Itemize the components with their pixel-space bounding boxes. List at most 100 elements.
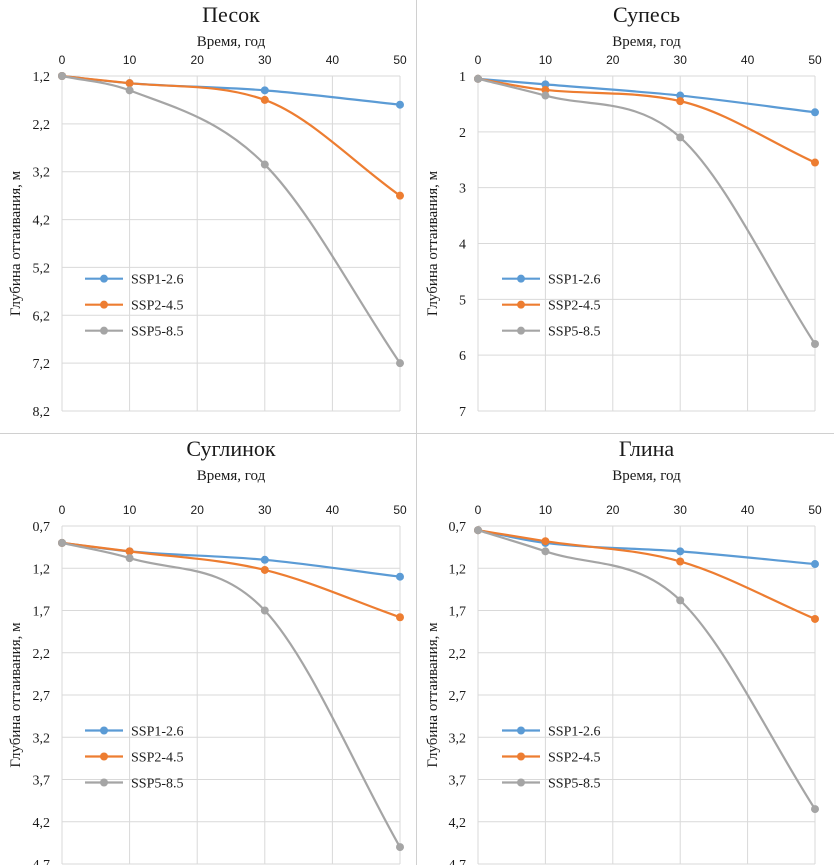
legend-swatch-marker [517,326,525,335]
x-axis-label: Время, год [612,34,681,50]
y-tick-label: 4 [459,238,466,253]
data-point [125,547,134,556]
x-axis-label: Время, год [197,34,266,50]
y-tick-label: 1,2 [449,562,467,577]
y-tick-label: 4,2 [33,214,51,229]
y-tick-label: 3,7 [33,774,51,789]
series-line-ssp5-8.5 [60,541,402,849]
chart-title: Песок [202,2,260,27]
data-point [58,72,66,80]
chart-panel-1: Песок Время, год 0 10 20 30 40 50 1,2 2,2 3,2 4,2 5,… [8,2,407,420]
legend-entry: SSP5-8.5 [548,325,601,340]
y-tick-label: 4,7 [33,858,51,865]
data-point [125,554,134,563]
data-point [260,606,269,615]
x-tick-label: 10 [123,53,137,67]
legend-swatch-marker [517,726,525,735]
data-point [541,80,550,89]
x-tick-label: 40 [326,53,340,67]
legend-swatch-marker [517,274,525,283]
chart-panel-3: Суглинок Время, год 0 10 20 30 40 50 0,7 1,2 1,7 2,… [8,436,407,865]
legend-entry: SSP5-8.5 [131,325,184,340]
y-tick-label: 3 [459,182,466,197]
data-point [541,91,550,100]
x-tick-label: 50 [393,53,407,67]
x-tick-label: 10 [539,53,553,67]
data-point [396,191,404,200]
y-tick-label: 2,7 [33,689,51,704]
data-point [676,547,685,556]
series-line-ssp2-4.5 [60,541,402,619]
data-point [811,614,819,623]
data-point [396,843,404,852]
y-tick-label: 1,7 [449,605,467,620]
legend-swatch-marker [517,300,525,309]
data-point [676,97,685,106]
legend-swatch-marker [100,300,108,309]
legend-entry: SSP1-2.6 [131,724,184,739]
x-tick-label: 20 [606,53,620,67]
y-tick-label: 3,7 [449,774,467,789]
y-tick-label: 2,2 [33,118,51,133]
series-line-ssp2-4.5 [476,77,817,164]
x-tick-label: 50 [808,503,822,517]
y-tick-label: 1,2 [33,70,51,85]
y-tick-label: 0,7 [33,520,51,535]
data-point [474,526,482,535]
data-point [811,158,819,167]
series-line-ssp2-4.5 [476,529,817,621]
series-line-ssp5-8.5 [60,74,402,365]
legend-swatch-marker [100,274,108,283]
legend-swatch-marker [100,326,108,335]
x-axis-label: Время, год [197,468,266,484]
y-tick-label: 5,2 [33,261,51,276]
legend-swatch-marker [100,726,108,735]
x-tick-label: 20 [191,503,205,517]
series-line-ssp2-4.5 [60,74,402,197]
series-line-ssp1-2.6 [60,541,402,578]
y-tick-label: 1 [459,70,466,85]
y-tick-label: 1,7 [33,605,51,620]
legend-entry: SSP2-4.5 [131,750,184,765]
chart-title: Глина [619,436,675,461]
legend-swatch-marker [517,752,525,761]
x-tick-label: 0 [475,53,482,67]
chart-panel-2: Супесь Время, год 0 10 20 30 40 50 1 2 3 4 5 6 7 Глубин… [425,2,822,420]
y-tick-label: 2,2 [449,647,467,662]
x-axis-label: Время, год [612,468,681,484]
x-tick-label: 0 [59,53,66,67]
y-tick-label: 3,2 [33,731,51,746]
y-tick-label: 7 [459,405,466,420]
legend-entry: SSP2-4.5 [548,750,601,765]
vertical-divider [416,0,417,865]
x-tick-label: 40 [741,503,755,517]
x-tick-label: 30 [674,53,688,67]
y-tick-label: 8,2 [33,405,51,420]
chart-title: Супесь [613,2,680,27]
data-point [260,555,269,564]
legend-swatch-marker [100,778,108,787]
y-tick-label: 0,7 [449,520,467,535]
data-point [396,572,404,581]
data-point [125,79,134,88]
legend-entry: SSP5-8.5 [131,776,184,791]
data-point [396,613,404,622]
legend-entry: SSP1-2.6 [131,273,184,288]
data-point [811,340,819,348]
y-axis-label: Глубина оттаивания, м [425,622,441,768]
legend-entry: SSP1-2.6 [548,724,601,739]
x-tick-label: 20 [191,53,205,67]
x-tick-label: 40 [326,503,340,517]
data-point [125,86,134,95]
y-axis-label: Глубина оттаивания, м [8,622,24,768]
data-point [541,85,550,94]
data-point [676,133,685,142]
legend-entry: SSP2-4.5 [131,299,184,314]
data-point [396,100,404,109]
x-tick-label: 50 [808,53,822,67]
legend-entry: SSP2-4.5 [548,299,601,314]
x-tick-label: 30 [258,503,272,517]
data-point [474,74,482,83]
y-tick-label: 2,7 [449,689,467,704]
